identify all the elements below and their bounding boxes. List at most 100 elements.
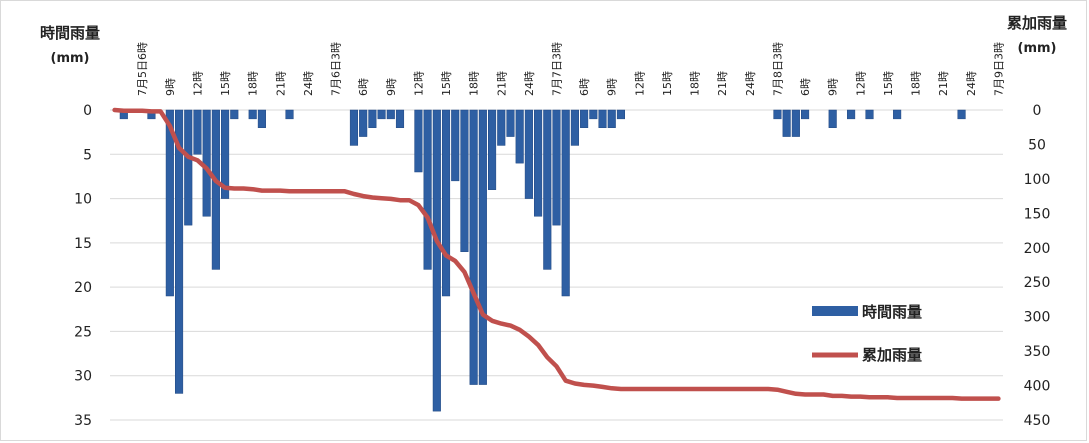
x-tick-label: 21時 [274, 71, 287, 96]
x-tick-label: 18時 [468, 71, 481, 96]
rain-bar [598, 109, 607, 128]
rain-bar [257, 109, 266, 128]
rain-bar [580, 109, 589, 128]
legend-line-label: 累加雨量 [862, 346, 922, 364]
right-tick-label: 100 [1024, 172, 1051, 188]
rain-bar [782, 109, 791, 137]
right-tick-label: 400 [1024, 379, 1051, 395]
cumulative-rain-line [112, 107, 1001, 401]
hourly-rain-bars [119, 109, 966, 412]
rain-bar [221, 109, 230, 199]
left-tick-label: 15 [74, 236, 92, 252]
x-tick-label: 21時 [495, 71, 508, 96]
x-tick-label: 7月8日3時 [771, 42, 784, 96]
rain-bar [451, 109, 460, 182]
rain-bar [414, 109, 423, 173]
x-tick-label: 15時 [882, 71, 895, 96]
left-axis-ticks: 0 5 10 15 20 25 30 35 [74, 103, 92, 429]
x-tick-label: 18時 [247, 71, 260, 96]
x-tick-label: 21時 [716, 71, 729, 96]
x-tick-label: 9時 [827, 78, 840, 96]
rain-bar [497, 109, 506, 146]
x-tick-label: 7月7日3時 [551, 42, 564, 96]
legend-bar-swatch [812, 306, 858, 316]
rain-bar [193, 109, 202, 155]
right-tick-label: 50 [1028, 137, 1046, 153]
x-tick-label: 12時 [854, 71, 867, 96]
rain-bar [230, 109, 239, 120]
rain-bar [368, 109, 377, 128]
rain-bar [441, 109, 451, 297]
rain-bar [423, 109, 432, 270]
right-axis-unit: (mm) [1018, 41, 1057, 56]
x-tick-label: 15時 [440, 71, 453, 96]
rain-bar [488, 109, 497, 190]
left-axis-unit: (mm) [51, 51, 90, 66]
rain-bar [469, 109, 478, 385]
left-tick-label: 30 [74, 369, 92, 385]
rain-bar [211, 109, 220, 270]
x-tick-label: 9時 [385, 78, 398, 96]
x-tick-label: 18時 [910, 71, 923, 96]
left-tick-label: 10 [74, 192, 92, 208]
left-tick-label: 35 [74, 413, 92, 429]
left-tick-label: 25 [74, 324, 92, 340]
rain-bar [165, 109, 174, 297]
left-axis-title: 時間雨量 [40, 24, 100, 42]
rain-bar [791, 109, 800, 137]
rain-bar [515, 109, 524, 164]
rain-bar [865, 109, 874, 120]
x-tick-label: 6時 [578, 78, 591, 96]
x-tick-label: 21時 [937, 71, 950, 96]
x-tick-label: 24時 [302, 71, 315, 96]
x-tick-label: 24時 [965, 71, 978, 96]
cumulative-line-path [112, 107, 1001, 401]
rain-bar [432, 109, 441, 412]
rain-bar [773, 109, 782, 120]
x-axis-ticks: 7月5日6時 9時 12時 15時 18時 21時 24時 7月6日3時 6時 9時 12時 15時 1… [136, 42, 1005, 96]
legend-bar-label: 時間雨量 [862, 303, 922, 321]
rain-bar [589, 109, 598, 120]
rain-bar [478, 109, 487, 385]
x-tick-label: 9時 [164, 78, 177, 96]
rain-bar [506, 109, 515, 137]
right-tick-label: 150 [1024, 206, 1051, 222]
x-tick-label: 18時 [689, 71, 702, 96]
right-tick-label: 350 [1024, 344, 1051, 360]
right-tick-label: 300 [1024, 310, 1051, 326]
rain-bar [616, 109, 625, 120]
rain-bar [828, 109, 837, 128]
rain-bar [801, 109, 810, 120]
x-tick-label: 7月5日6時 [136, 42, 149, 96]
x-tick-label: 9時 [606, 78, 619, 96]
rain-bar [524, 109, 533, 199]
x-tick-label: 15時 [219, 71, 232, 96]
rain-bar [607, 109, 616, 128]
rain-bar [543, 109, 552, 270]
rain-bar [359, 109, 368, 137]
right-tick-label: 0 [1033, 103, 1042, 119]
legend: 時間雨量 累加雨量 [812, 303, 922, 364]
right-tick-label: 200 [1024, 241, 1051, 257]
rain-bar [184, 109, 193, 226]
x-tick-label: 12時 [412, 71, 425, 96]
right-tick-label: 450 [1024, 413, 1051, 429]
rain-bar [570, 109, 579, 146]
x-tick-label: 7月9日3時 [992, 42, 1005, 96]
rain-bar [561, 109, 570, 297]
x-tick-label: 15時 [661, 71, 674, 96]
rain-bar [395, 109, 405, 128]
right-axis-title: 累加雨量 [1007, 14, 1067, 32]
x-tick-label: 24時 [523, 71, 536, 96]
rain-bar [285, 109, 294, 120]
rain-bar [174, 109, 184, 394]
rain-bar [386, 109, 395, 120]
rain-bar [957, 109, 966, 120]
x-tick-label: 7月6日3時 [330, 42, 343, 96]
rain-bar [377, 109, 386, 120]
left-tick-label: 0 [83, 103, 92, 119]
x-tick-label: 24時 [744, 71, 757, 96]
x-tick-label: 6時 [799, 78, 812, 96]
x-tick-label: 6時 [357, 78, 370, 96]
